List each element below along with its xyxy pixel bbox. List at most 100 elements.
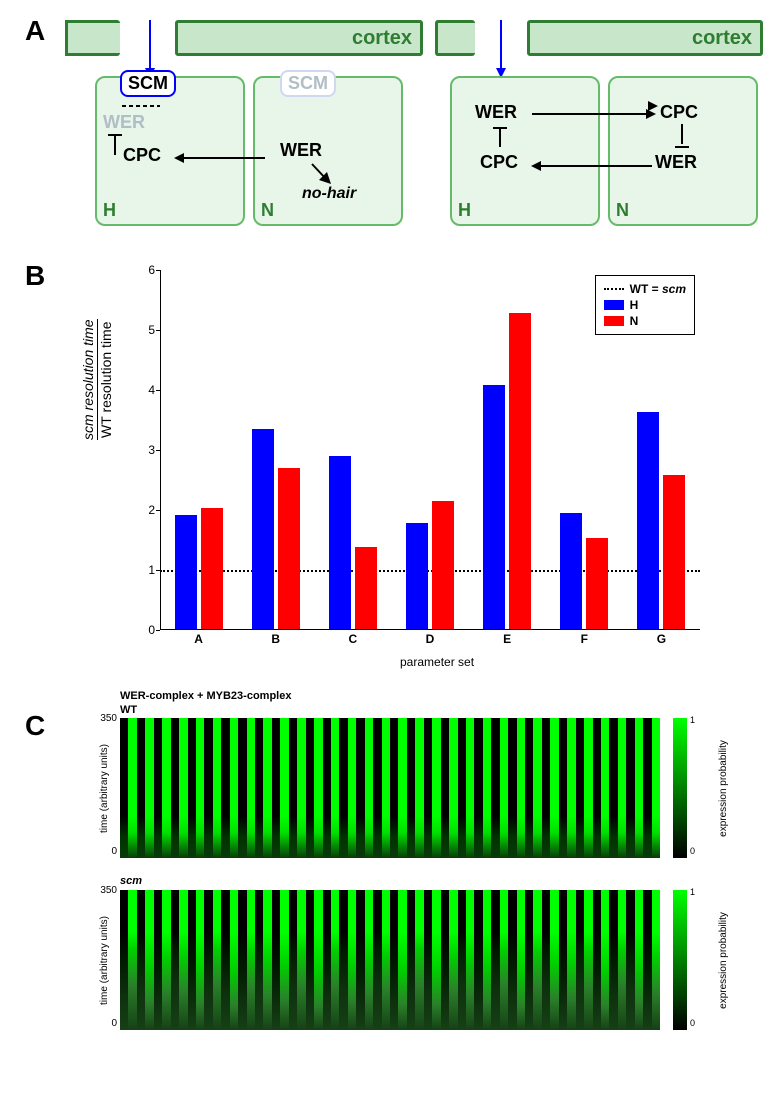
heatmap-col — [120, 890, 128, 1030]
heatmap-col — [128, 718, 136, 858]
heatmap-col — [145, 890, 153, 1030]
heatmap-col — [584, 718, 592, 858]
heatmap-wt-wrap: time (arbitrary units) 350 0 1 0 express… — [120, 718, 700, 858]
xtick: E — [503, 632, 511, 646]
heatmap-col — [120, 718, 128, 858]
wer-h-right: WER — [475, 102, 517, 123]
blue-arrow-right-icon — [489, 20, 513, 80]
heatmap-col — [517, 718, 525, 858]
bar-h — [637, 412, 659, 629]
heatmap-col — [407, 718, 415, 858]
heatmap-col — [230, 890, 238, 1030]
heatmap-col — [339, 718, 347, 858]
heatmap-col — [601, 890, 609, 1030]
bar-n — [663, 475, 685, 629]
nohair-text: no-hair — [302, 185, 356, 203]
heatmap-col — [466, 890, 474, 1030]
heatmap-col — [179, 718, 187, 858]
bar-n — [201, 508, 223, 629]
heatmap-col — [348, 718, 356, 858]
heatmap-col — [441, 890, 449, 1030]
heatmap-col — [373, 718, 381, 858]
heatmap-col — [415, 718, 423, 858]
heatmap-col — [407, 890, 415, 1030]
ytick: 2 — [125, 503, 155, 517]
heatmap-col — [356, 718, 364, 858]
heatmap-col — [382, 718, 390, 858]
ytick: 4 — [125, 383, 155, 397]
heatmap-col — [635, 890, 643, 1030]
heatmap-col — [247, 718, 255, 858]
heatmap-main-title: WER-complex + MYB23-complex — [120, 690, 291, 702]
wer-to-cpc-arrow-icon — [170, 148, 270, 168]
legend-wt: WT = scm — [604, 282, 686, 296]
ytick: 1 — [125, 563, 155, 577]
heatmap-col — [196, 890, 204, 1030]
heatmap-col — [474, 890, 482, 1030]
panel-c-label: C — [25, 710, 45, 742]
heatmap-col — [272, 890, 280, 1030]
heatmap-col — [491, 890, 499, 1030]
heatmap-scm — [120, 890, 660, 1030]
panel-a-label: A — [25, 15, 45, 47]
heatmap-col — [204, 718, 212, 858]
cb-wt-min: 0 — [690, 846, 695, 856]
heatmap-col — [306, 890, 314, 1030]
heatmap-col — [390, 890, 398, 1030]
heatmap-scm-sub: scm — [120, 875, 142, 887]
heatmap-col — [323, 718, 331, 858]
heatmap-col — [238, 718, 246, 858]
bar-n — [509, 313, 531, 629]
heatmap-col — [272, 718, 280, 858]
bar-n — [278, 468, 300, 629]
heatmap-col — [618, 890, 626, 1030]
wer-to-cpc-bottom-arrow-icon — [527, 156, 657, 176]
heatmap-col — [154, 890, 162, 1030]
legend-n: N — [604, 314, 686, 328]
bar-h — [483, 385, 505, 629]
heatmap-col — [643, 718, 651, 858]
cortex-box-right: cortex — [527, 20, 763, 56]
bar-h — [252, 429, 274, 629]
bar-chart: WT = scm H N 0123456ABCDEFG — [160, 270, 700, 630]
small-cortex-right — [435, 20, 475, 56]
wt-line — [160, 570, 700, 572]
cb-wt-max: 1 — [690, 715, 695, 725]
heatmap-col — [508, 890, 516, 1030]
heatmap-col — [238, 890, 246, 1030]
colorbar-scm — [673, 890, 687, 1030]
heatmap-col — [550, 890, 558, 1030]
heatmap-col — [491, 718, 499, 858]
heatmap-col — [500, 718, 508, 858]
heatmap-col — [188, 718, 196, 858]
heatmap-col — [263, 718, 271, 858]
heatmap-scm-wrap: time (arbitrary units) 350 0 1 0 express… — [120, 890, 700, 1030]
heatmap-col — [508, 718, 516, 858]
heatmap-col — [652, 890, 660, 1030]
heatmap-col — [373, 890, 381, 1030]
heatmap-col — [593, 718, 601, 858]
heatmap-col — [348, 890, 356, 1030]
heatmap-wt — [120, 718, 660, 858]
heatmap-col — [415, 890, 423, 1030]
heatmap-col — [247, 890, 255, 1030]
colorbar-scm-label: expression probability — [718, 912, 729, 1009]
heatmap-wt-ymin: 0 — [111, 846, 117, 857]
panel-a: A cortex H N SCM SCM WER — [20, 20, 761, 240]
heatmap-col — [196, 718, 204, 858]
heatmap-col — [137, 718, 145, 858]
heatmap-col — [306, 718, 314, 858]
heatmap-col — [652, 718, 660, 858]
heatmap-wt-ymax: 350 — [100, 713, 117, 724]
legend-h-label: H — [630, 298, 639, 312]
heatmap-col — [593, 890, 601, 1030]
xtick: G — [657, 632, 666, 646]
xtick: A — [194, 632, 203, 646]
heatmap-col — [576, 718, 584, 858]
heatmap-col — [449, 890, 457, 1030]
heatmap-col — [432, 718, 440, 858]
heatmap-col — [323, 890, 331, 1030]
heatmap-col — [643, 890, 651, 1030]
heatmap-col — [213, 718, 221, 858]
cpc-n-right: CPC — [660, 102, 698, 123]
